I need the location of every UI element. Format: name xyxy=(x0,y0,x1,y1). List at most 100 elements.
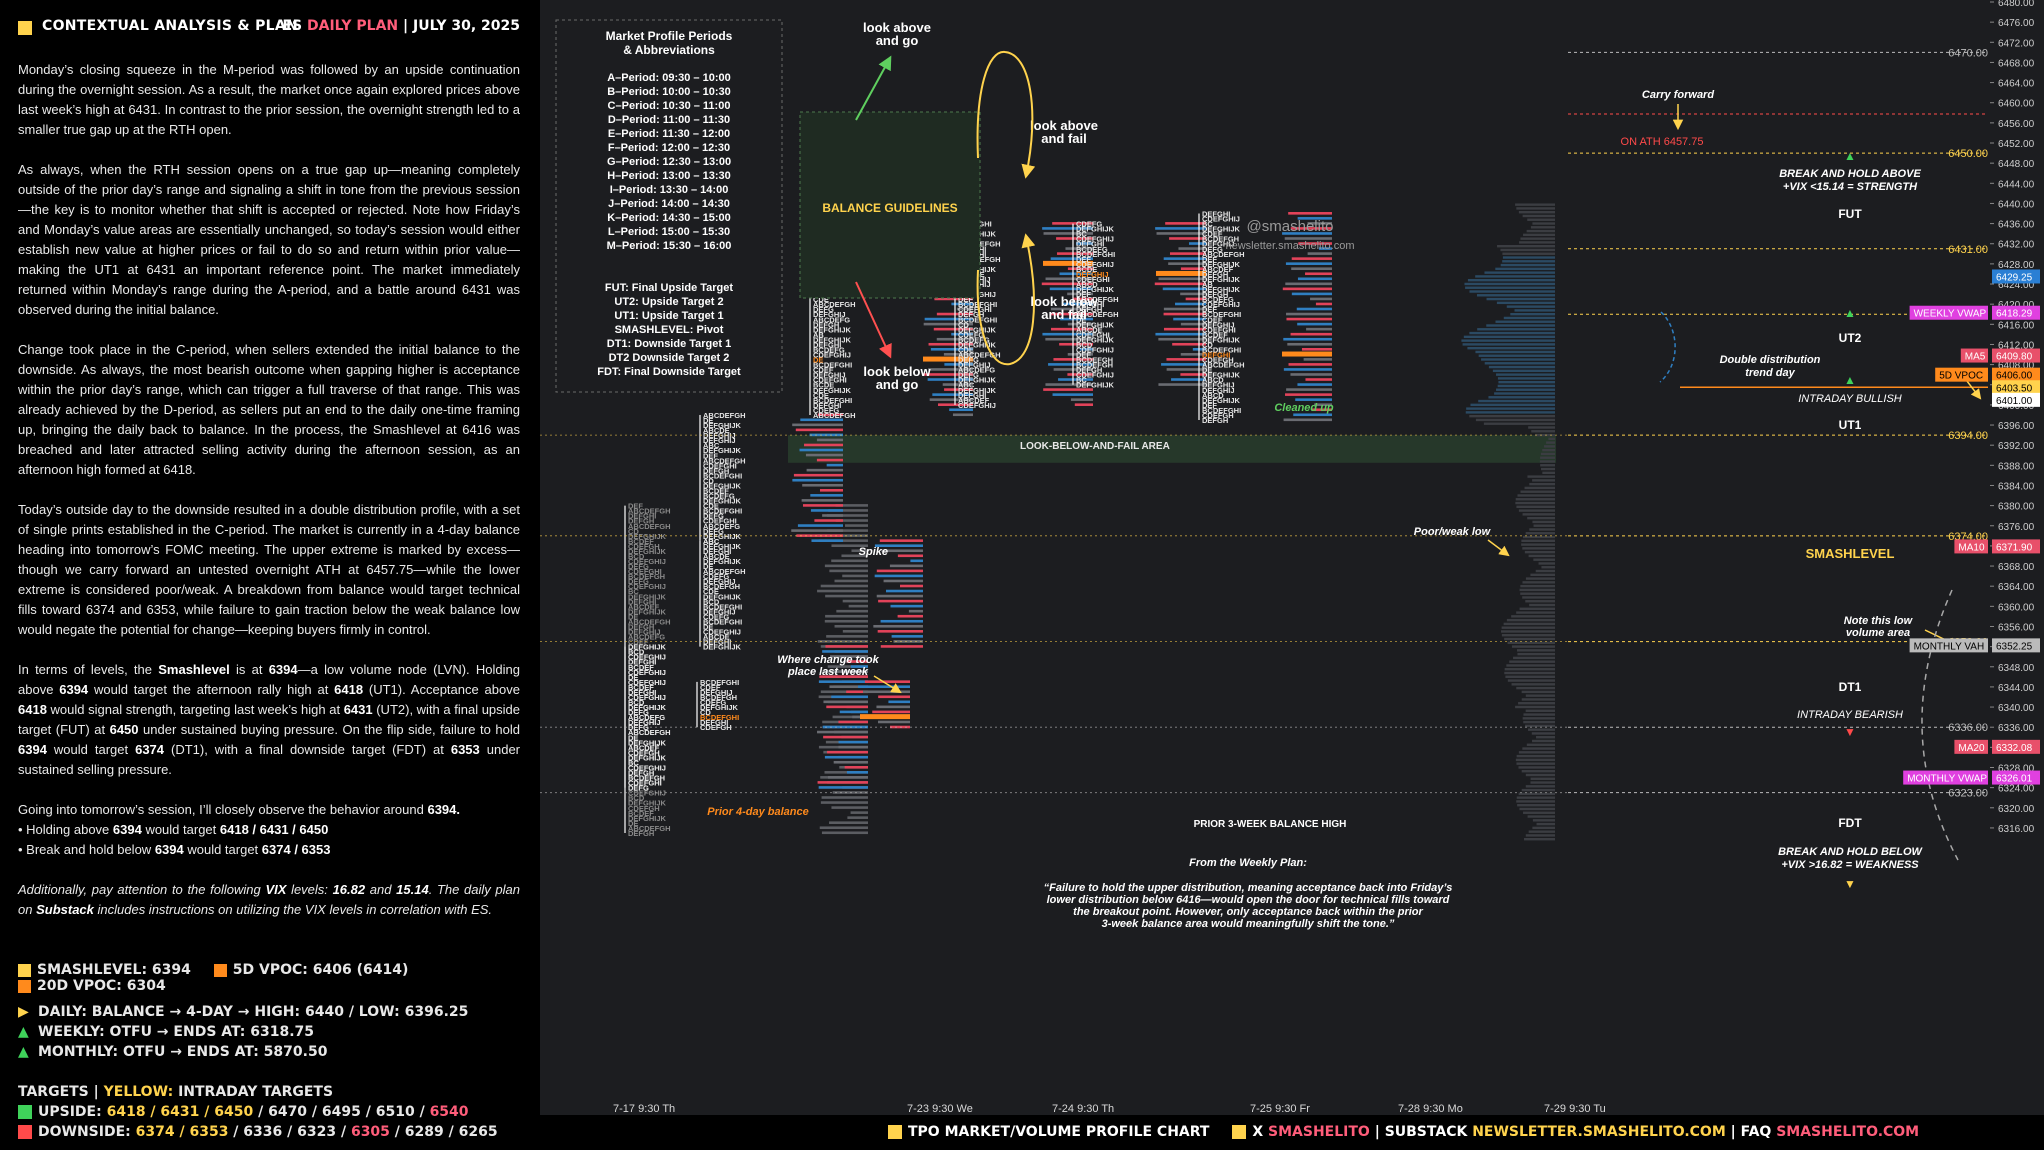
tpo-letters: DEFGHI xyxy=(813,401,841,410)
volume-profile-bar xyxy=(1497,244,1555,248)
market-profile-chart[interactable]: LOOK-BELOW-AND-FAIL AREA DEF ABCDEFGH DEFG… xyxy=(540,0,2044,1115)
tpo-letters: DEFG xyxy=(628,723,649,732)
profile-bar xyxy=(1041,282,1093,286)
profile-bar xyxy=(1168,262,1206,265)
tpo-letters: CD xyxy=(703,476,714,485)
tpo-letters: DEFG xyxy=(628,708,649,717)
profile-bar xyxy=(831,670,868,673)
profile-bar xyxy=(872,710,910,714)
tpo-letters: ABCDEFGH xyxy=(1202,250,1245,259)
text: INTRADAY TARGETS xyxy=(178,1084,334,1100)
tpo-letters: DEFGHIJK xyxy=(1202,225,1241,234)
legend-period: M–Period: 15:30 – 16:00 xyxy=(607,240,732,252)
profile-bar xyxy=(1166,358,1206,361)
volume-profile-bar xyxy=(1525,785,1555,788)
profile-bar xyxy=(1318,247,1332,250)
profile-bar xyxy=(1285,393,1332,396)
tpo-letters: DE xyxy=(628,612,638,621)
volume-profile-bar xyxy=(1503,622,1555,626)
axis-tick-label: 6368.00 xyxy=(1998,562,2035,573)
sidebar: CONTEXTUAL ANALYSIS & PLAN ES DAILY PLAN… xyxy=(0,0,540,1150)
tpo-letters: DEFGHIJK xyxy=(813,335,852,344)
axis-tick-label: 6472.00 xyxy=(1998,38,2035,49)
tpo-letters: CDEFGHIJ xyxy=(628,653,666,662)
status-label: WEEKLY: OTFU → ENDS AT: 6318.75 xyxy=(38,1024,315,1040)
annotation: Prior 4-day balance xyxy=(707,806,809,818)
tpo-letters: CDE xyxy=(958,345,974,354)
volume-profile-bar xyxy=(1467,278,1555,282)
dt1-label: DT1 xyxy=(1839,680,1862,694)
volume-profile-bar xyxy=(1481,358,1555,361)
profile-bar xyxy=(889,564,923,568)
text: would target xyxy=(46,742,136,757)
downside-targets: DOWNSIDE: 6374 / 6353 / 6336 / 6323 / 63… xyxy=(18,1122,498,1142)
tpo-letters: DEFGHIJ xyxy=(703,607,736,616)
profile-bar xyxy=(793,473,843,477)
tpo-letters: ABCD xyxy=(1076,280,1098,289)
profile-bar xyxy=(1052,222,1093,225)
tpo-letters: DEFGHIJK xyxy=(628,643,667,652)
tpo-letters: CDEFGH xyxy=(628,748,660,757)
profile-bar xyxy=(1307,252,1332,255)
volume-profile-bar xyxy=(1531,430,1555,433)
tpo-letters: ABCD xyxy=(1202,376,1224,385)
faq-link[interactable]: SMASHELITO.COM xyxy=(1776,1124,1920,1140)
profile-bar xyxy=(1307,222,1332,225)
profile-bar xyxy=(908,609,923,613)
profile-bar xyxy=(1296,307,1332,311)
axis-badge-label: 6429.25 xyxy=(1996,272,2033,283)
volume-profile-bar xyxy=(1515,498,1555,501)
profile-bar xyxy=(818,786,868,789)
profile-bar xyxy=(821,831,868,835)
guide-label: and fail xyxy=(1041,307,1087,322)
substack-link[interactable]: NEWSLETTER.SMASHELITO.COM xyxy=(1472,1124,1726,1140)
tpo-letters: ABCDEFG xyxy=(628,633,665,642)
axis-tick-label: 6340.00 xyxy=(1998,703,2035,714)
profile-bar xyxy=(910,559,923,563)
axis-badge-label: 6409.80 xyxy=(1996,352,2033,363)
ut1-label: UT1 xyxy=(1839,418,1862,432)
chart-canvas[interactable]: LOOK-BELOW-AND-FAIL AREA DEFABCDEFGHDEFG… xyxy=(540,0,2044,1115)
tpo-letters: CDEFGHIJ xyxy=(628,678,666,687)
profile-bar xyxy=(877,630,923,633)
tpo-letters: BCDEFGH xyxy=(1202,235,1239,244)
profile-bar xyxy=(1070,398,1093,401)
text: VIX xyxy=(265,882,287,897)
tpo-letters: CDEFGHI xyxy=(628,567,662,576)
tpo-letters: BCDEFGH xyxy=(1076,361,1113,370)
tpo-letters: DEFGHI xyxy=(628,597,656,606)
tpo-letters: ABCDEF xyxy=(628,743,660,752)
down-arrow-icon xyxy=(855,281,892,359)
tpo-letters: DEFGHI xyxy=(628,658,656,667)
profile-bar xyxy=(1162,287,1206,291)
volume-profile-bar xyxy=(1498,380,1555,384)
tpo-letters: DEFGHIJ xyxy=(628,718,661,727)
profile-bar xyxy=(801,499,843,502)
profile-bar xyxy=(932,393,973,396)
tpo-letters: DEFGHIJK xyxy=(1076,285,1115,294)
axis-badge-label: 6371.90 xyxy=(1996,542,2033,553)
tpo-letters: CDEFGHIJ xyxy=(1076,371,1114,380)
up-triangle-icon: ▲ xyxy=(18,1024,29,1040)
tpo-letters: CD xyxy=(628,527,639,536)
profile-bar xyxy=(1163,257,1206,260)
volume-profile-bar xyxy=(1518,751,1555,754)
tpo-letters: DEFGHIJK xyxy=(628,607,667,616)
profile-bar xyxy=(1043,388,1093,391)
volume-profile-bar xyxy=(1519,241,1555,244)
profile-bar xyxy=(835,504,868,507)
tpo-letters: DEFGHI xyxy=(1202,210,1230,219)
profile-bar xyxy=(1171,378,1206,381)
tpo-letters: ABCDEFGH xyxy=(703,411,746,420)
volume-profile-bar xyxy=(1532,819,1555,822)
profile-bar xyxy=(834,579,868,583)
profile-bar xyxy=(1314,403,1332,406)
tpo-letters: ABCDEFGH xyxy=(628,617,671,626)
tpo-letters: DEFGHIJK xyxy=(703,481,742,490)
x-handle-link[interactable]: SMASHELITO xyxy=(1268,1124,1370,1140)
profile-bar xyxy=(1288,212,1332,215)
tpo-letters: DEFGHIJK xyxy=(958,376,997,385)
text: • Holding above xyxy=(18,822,113,837)
x-axis-label: 7-17 9:30 Th xyxy=(613,1103,675,1115)
volume-profile-bar xyxy=(1461,339,1555,342)
